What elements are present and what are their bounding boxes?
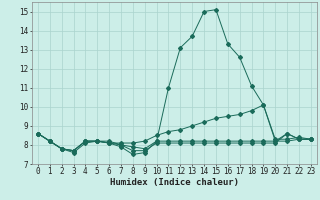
X-axis label: Humidex (Indice chaleur): Humidex (Indice chaleur) — [110, 178, 239, 187]
